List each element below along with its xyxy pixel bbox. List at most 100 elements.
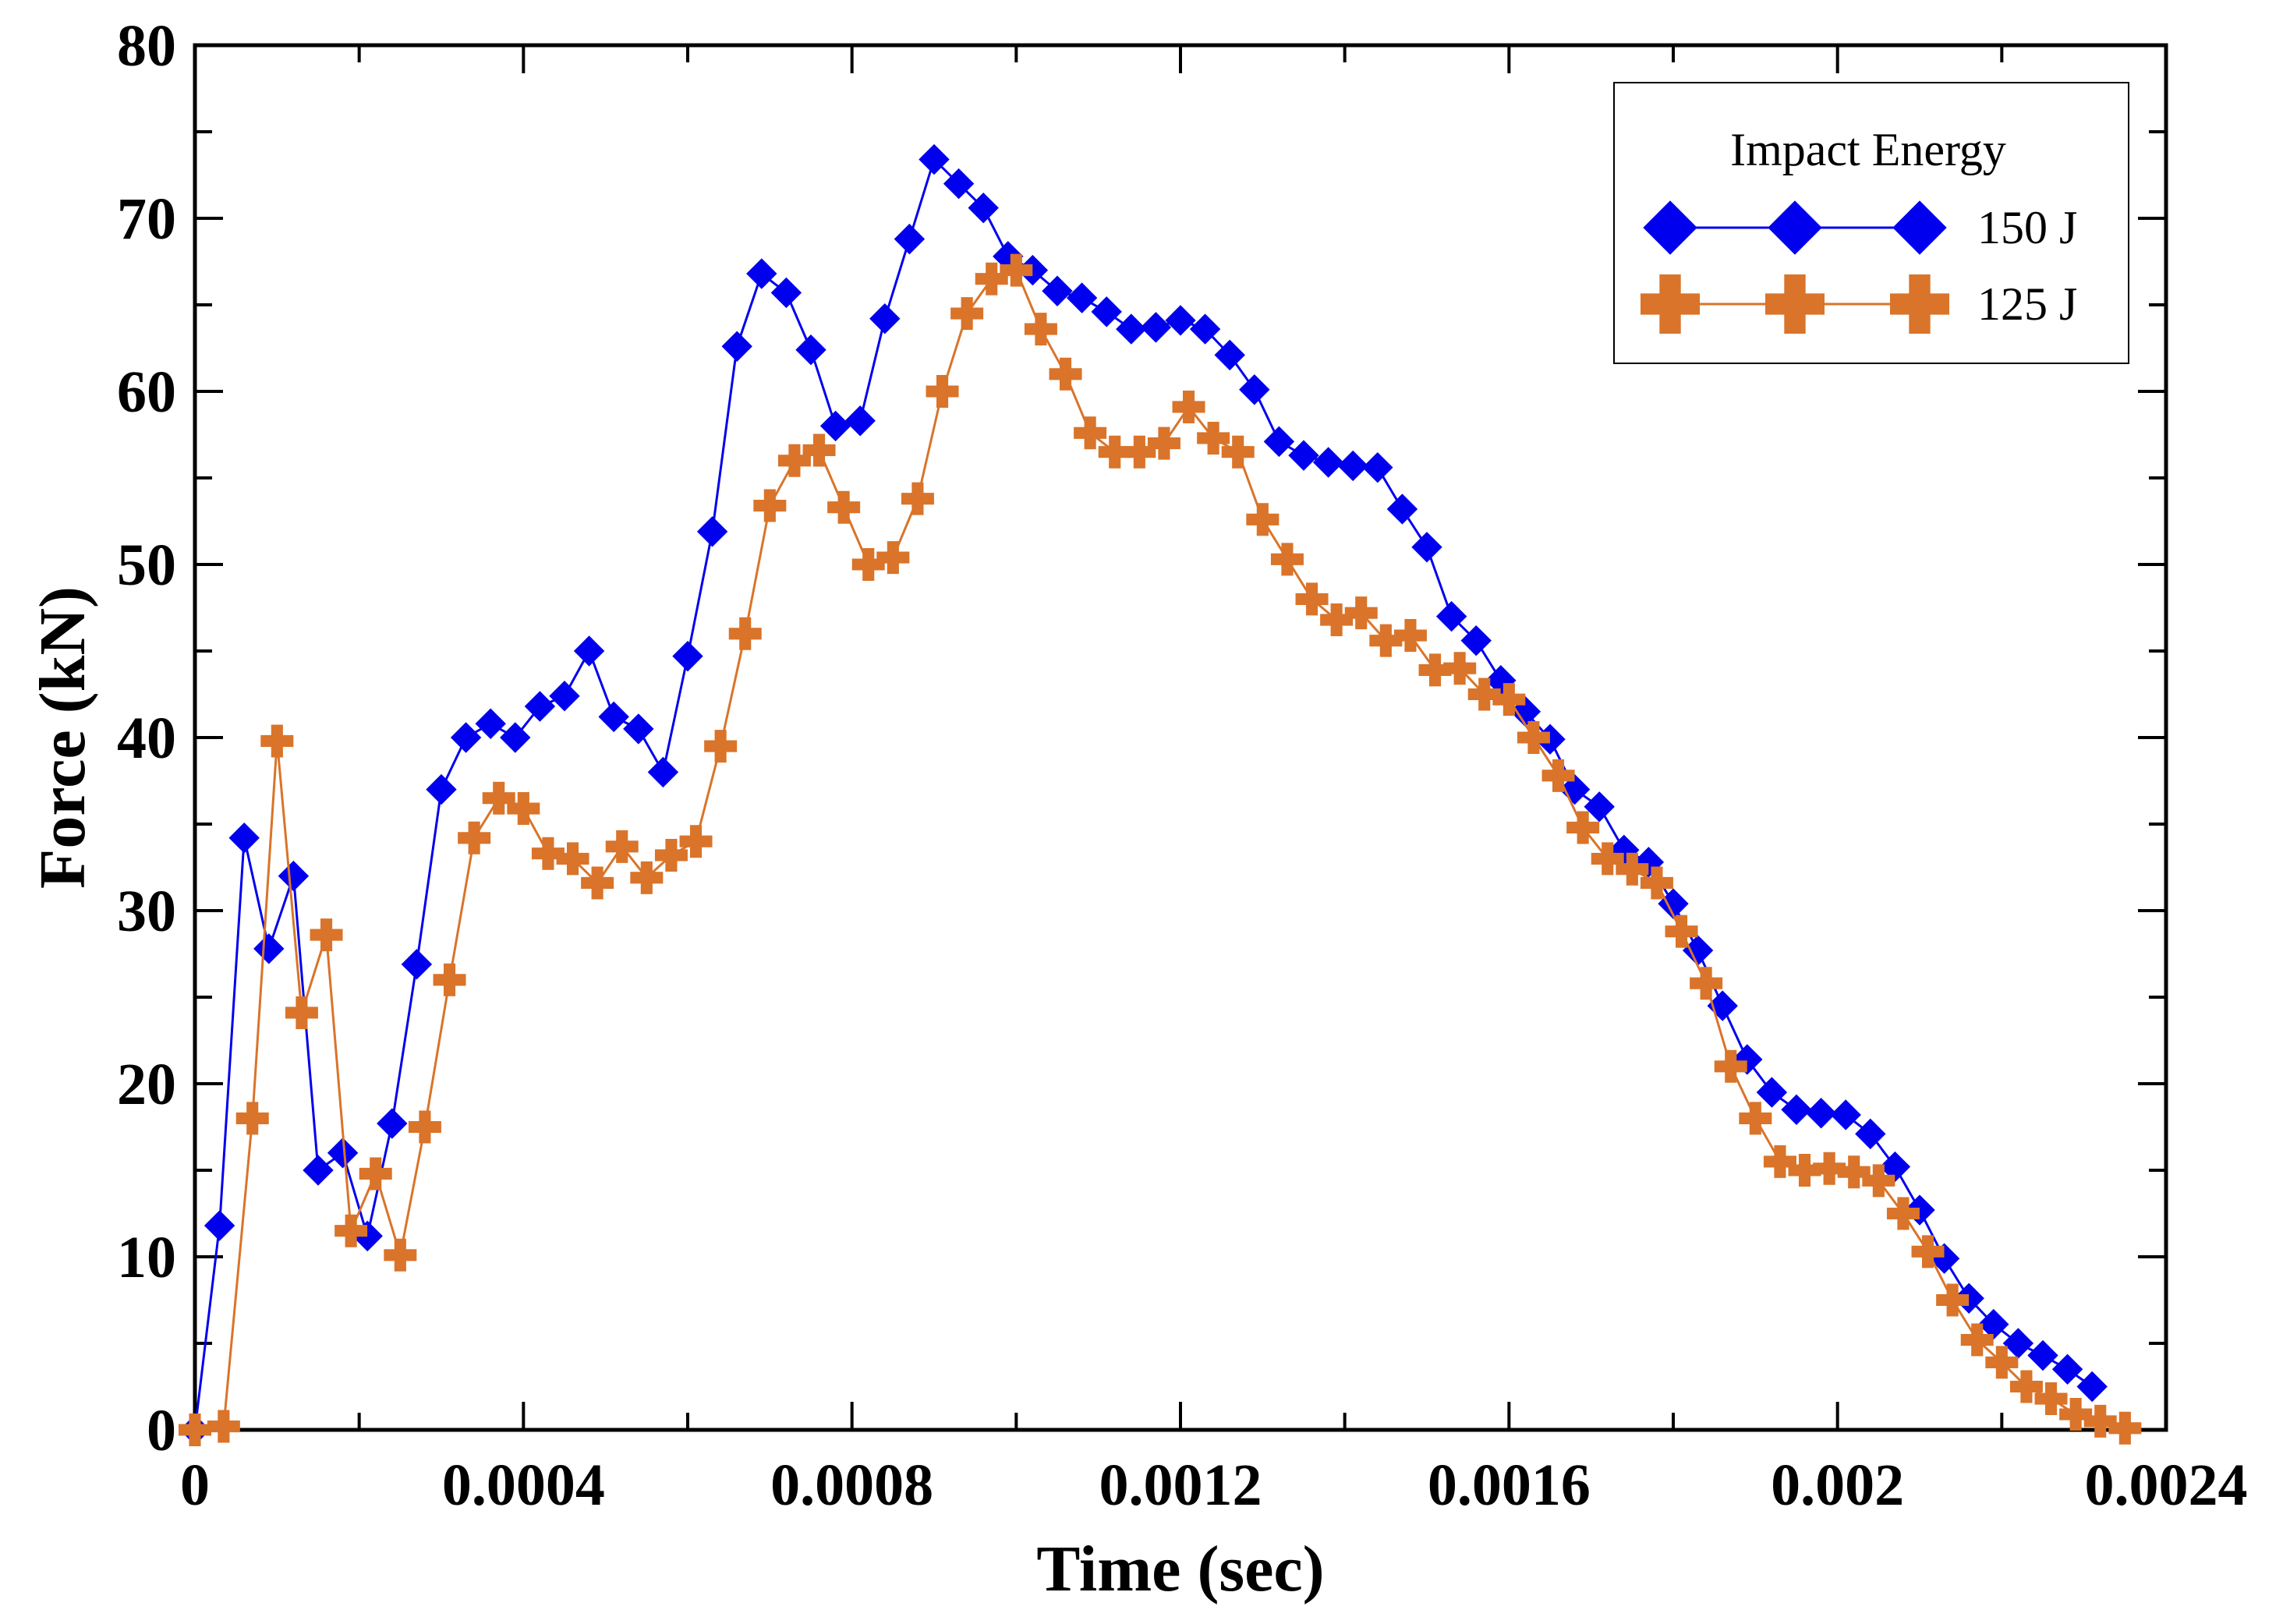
data-point [1658,888,1689,919]
data-point [2027,1339,2058,1371]
data-point [426,773,457,805]
data-point [1197,421,1230,455]
data-point [235,1102,269,1135]
data-point [777,444,811,477]
data-point [2051,1353,2083,1385]
data-point [204,1210,235,1241]
data-point [1123,435,1156,469]
data-point [1411,532,1442,563]
data-point [1098,435,1131,469]
data-point [2083,1404,2117,1438]
data-point [1042,275,1073,306]
series-125-j [179,253,2142,1446]
data-point [2059,1398,2093,1431]
data-point [1066,282,1098,313]
data-point [507,792,540,826]
y-tick-label: 20 [117,1052,176,1117]
data-point [1781,1094,1812,1126]
data-point [819,410,851,442]
data-point [1985,1346,2019,1379]
data-point [950,297,984,331]
data-point [647,756,679,788]
data-point [531,837,565,870]
axis-ticks [193,44,2168,1431]
data-point [2076,1371,2108,1403]
legend-marker-icon [1641,274,1700,334]
data-point [802,433,836,467]
data-point [1312,447,1344,478]
data-point [1270,543,1304,576]
data-point [598,701,629,733]
data-point [285,996,318,1029]
data-point [919,143,950,175]
data-point [654,838,688,872]
x-tick-label: 0.0004 [442,1452,605,1518]
y-tick-label: 40 [117,706,176,771]
data-point [228,823,260,854]
x-tick-label: 0.0016 [1428,1452,1591,1518]
data-point [207,1410,240,1443]
data-point [1140,312,1172,343]
data-point [260,724,294,758]
legend-entry: 150 J [1643,200,2077,255]
data-point [1682,935,1714,966]
data-point [630,861,664,894]
data-point [1978,1308,2009,1340]
data-point [968,192,999,224]
data-point [2009,1370,2043,1403]
data-point [1763,1145,1796,1178]
data-point [1492,683,1526,716]
data-point [1584,791,1615,823]
data-point [384,1238,417,1272]
data-point [943,168,975,200]
data-point [728,617,762,650]
data-point [1460,624,1492,656]
data-point [696,516,728,547]
data-point [1541,759,1575,792]
series-150-j [179,143,2108,1445]
legend-entry: 125 J [1641,274,2077,334]
data-point [1467,678,1501,711]
data-point [581,866,614,900]
legend-marker-icon [1892,200,1947,255]
data-point [1756,1077,1788,1108]
y-tick-label: 80 [117,13,176,79]
data-point [1172,390,1205,423]
data-point [1418,653,1452,687]
data-point [1362,451,1393,483]
data-point [746,258,777,289]
data-point [1805,1098,1837,1129]
data-point [844,405,876,437]
data-point [2034,1382,2068,1416]
data-point [679,825,713,858]
data-point [310,918,343,952]
data-point [901,482,934,515]
data-point [851,548,885,581]
data-point [1214,339,1245,371]
data-point [1344,596,1378,630]
data-point [1616,852,1649,886]
data-point [1337,450,1368,482]
data-point [303,1155,334,1186]
legend-entries: 150 J 125 J [1641,200,2077,334]
data-point [1386,494,1418,525]
x-tick-label: 0.0012 [1099,1452,1262,1518]
data-point [1739,1102,1772,1135]
data-point [458,821,491,854]
data-point [1517,721,1550,754]
data-point [2002,1328,2034,1359]
data-point [1855,1118,1886,1150]
data-point [1879,1151,1911,1183]
data-point [327,1138,359,1169]
data-point [975,262,1008,295]
data-point [1049,357,1082,391]
data-point [1566,811,1600,844]
data-point [1000,253,1033,287]
data-point [1189,313,1221,345]
data-point [1591,842,1624,876]
data-point [1091,296,1122,327]
data-point [377,1108,408,1139]
data-point [524,691,556,722]
data-point [1116,313,1147,345]
